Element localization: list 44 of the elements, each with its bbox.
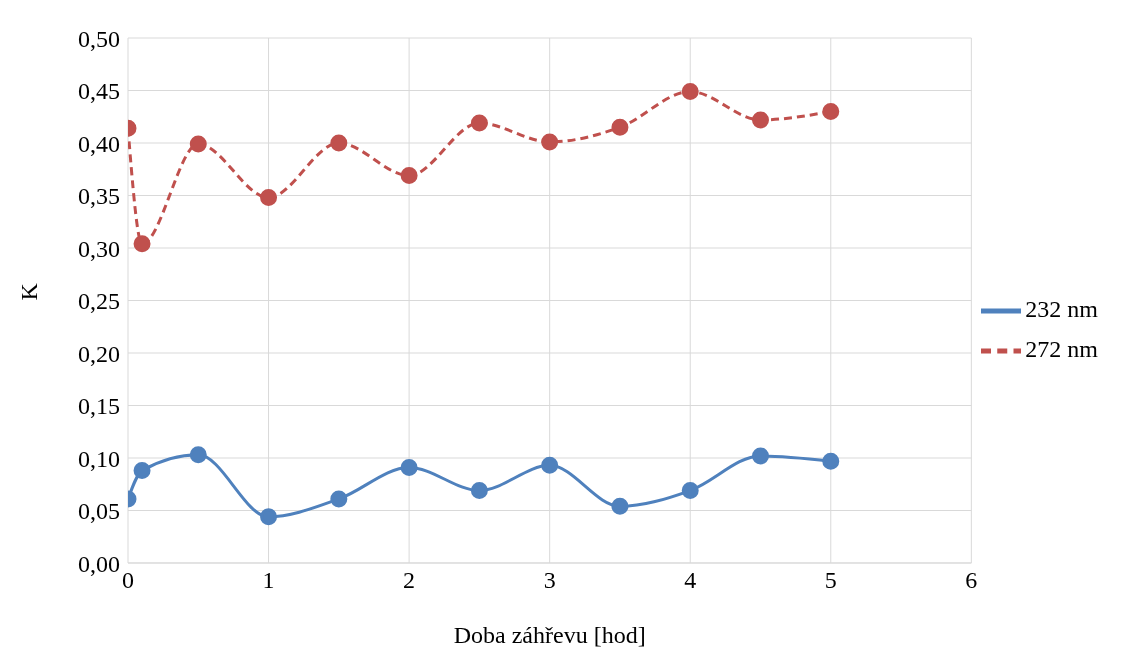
point: [611, 118, 629, 136]
y-tick-label: 0,25: [78, 288, 120, 315]
point: [133, 462, 151, 480]
y-tick-label: 0,35: [78, 183, 120, 210]
x-axis-title: Doba záhřevu [hod]: [453, 622, 646, 648]
point: [752, 111, 769, 129]
legend-label: 272 nm: [1025, 335, 1098, 362]
y-tick-label: 0,30: [78, 235, 120, 262]
point: [330, 490, 348, 508]
x-tick-label: 4: [684, 567, 697, 594]
x-tick-label: 1: [262, 567, 275, 594]
legend-label: 232 nm: [1025, 295, 1098, 322]
y-tick-label: 0,50: [78, 25, 120, 52]
y-tick-label: 0,05: [78, 498, 120, 525]
point: [470, 482, 488, 500]
point: [189, 135, 207, 153]
point: [681, 83, 699, 101]
y-tick-label: 0,10: [78, 445, 120, 472]
y-tick-label: 0,20: [78, 340, 120, 367]
x-tick-label: 3: [543, 567, 556, 594]
point: [541, 456, 559, 474]
y-tick-label: 0,15: [78, 393, 120, 420]
point: [470, 114, 488, 132]
point: [260, 189, 278, 207]
point: [400, 458, 418, 476]
x-tick-label: 0: [122, 567, 134, 594]
point: [189, 446, 207, 464]
point: [541, 133, 559, 151]
point: [681, 482, 699, 500]
point: [133, 235, 151, 253]
point: [400, 167, 418, 185]
point: [260, 508, 278, 526]
point: [611, 497, 629, 515]
point: [822, 103, 840, 120]
y-tick-label: 0,40: [78, 130, 120, 157]
y-axis-title: K: [15, 282, 42, 301]
y-tick-label: 0,00: [78, 550, 120, 577]
y-tick-label: 0,45: [78, 78, 120, 105]
x-tick-label: 5: [824, 567, 837, 594]
point: [822, 452, 840, 470]
point: [752, 447, 769, 465]
point: [330, 134, 348, 152]
x-tick-label: 6: [965, 567, 978, 594]
x-tick-label: 2: [403, 567, 416, 594]
